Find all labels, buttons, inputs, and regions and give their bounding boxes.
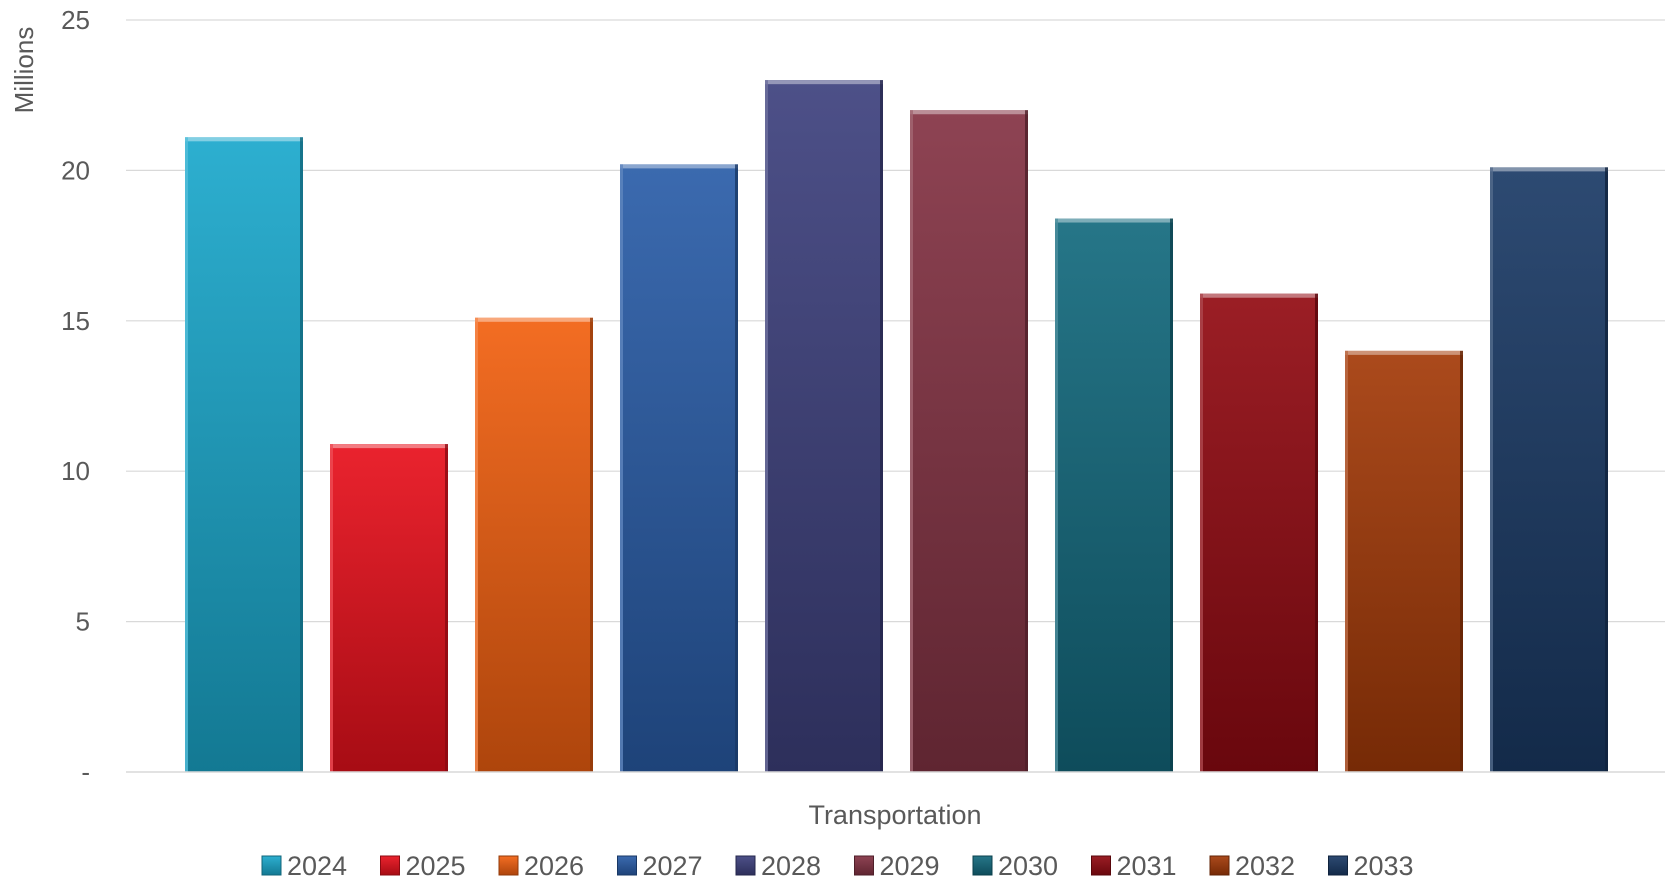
- legend-swatch: [1209, 855, 1230, 876]
- bar-bevel-top: [765, 80, 883, 85]
- x-axis-label: Transportation: [808, 800, 981, 830]
- legend-swatch: [498, 855, 519, 876]
- legend-item-2027: 2027: [617, 851, 703, 881]
- y-tick-label: 15: [61, 306, 90, 336]
- bar-bevel-left: [330, 444, 333, 772]
- bar-2024: [185, 137, 303, 772]
- bar-bevel-right: [1170, 218, 1173, 772]
- bar-bevel-left: [620, 164, 623, 772]
- legend-item-2026: 2026: [498, 851, 584, 881]
- y-axis-ticks: - 5 10 15 20 25: [61, 5, 90, 787]
- bar-2033: [1490, 167, 1608, 773]
- legend-swatch: [261, 855, 282, 876]
- bar-bevel-left: [185, 137, 188, 772]
- bar-bevel-top: [185, 137, 303, 142]
- y-tick-label: 10: [61, 456, 90, 486]
- bar-2025: [330, 444, 448, 772]
- y-tick-label: 5: [76, 607, 90, 637]
- bar-2030: [1055, 218, 1173, 772]
- legend: 2024 2025 2026 2027 2028 2029 2030 2031 2032 2033: [261, 851, 1414, 881]
- legend-swatch: [972, 855, 993, 876]
- bar-bevel-left: [1490, 167, 1493, 773]
- bar-bevel-left: [765, 80, 768, 772]
- bar-bevel-top: [1200, 293, 1318, 298]
- legend-label: 2028: [761, 851, 821, 881]
- bar-bevel-top: [1055, 218, 1173, 223]
- legend-label: 2025: [406, 851, 466, 881]
- bar-bevel-right: [880, 80, 883, 772]
- bar-bevel-top: [910, 110, 1028, 115]
- y-tick-label: 25: [61, 5, 90, 35]
- y-tick-label: 20: [61, 155, 90, 185]
- y-axis-label: Millions: [9, 27, 39, 114]
- legend-swatch: [1091, 855, 1111, 876]
- bar-bevel-right: [1025, 110, 1028, 773]
- legend-swatch: [1328, 855, 1348, 876]
- legend-label: 2030: [998, 851, 1058, 881]
- legend-label: 2024: [287, 851, 347, 881]
- bar-bevel-right: [1460, 350, 1463, 772]
- legend-item-2029: 2029: [854, 851, 940, 881]
- bar-bevel-right: [1605, 167, 1608, 773]
- legend-swatch: [854, 855, 874, 876]
- bar-bevel-top: [1345, 350, 1463, 355]
- bar-bevel-top: [620, 164, 738, 169]
- legend-item-2032: 2032: [1209, 851, 1295, 881]
- legend-label: 2026: [524, 851, 584, 881]
- bar-2028: [765, 80, 883, 772]
- bar-bevel-right: [590, 317, 593, 772]
- legend-swatch: [380, 855, 400, 876]
- bar-bevel-top: [475, 317, 593, 322]
- bar-bevel-right: [735, 164, 738, 772]
- bars: [185, 80, 1608, 773]
- legend-item-2030: 2030: [972, 851, 1058, 881]
- legend-item-2025: 2025: [380, 851, 466, 881]
- bar-bevel-left: [1055, 218, 1058, 772]
- y-tick-label: -: [81, 757, 90, 787]
- bar-2027: [620, 164, 738, 772]
- bar-2026: [475, 317, 593, 772]
- legend-label: 2032: [1235, 851, 1295, 881]
- bar-2031: [1200, 293, 1318, 772]
- bar-2029: [910, 110, 1028, 773]
- legend-item-2031: 2031: [1091, 851, 1177, 881]
- bar-2032: [1345, 350, 1463, 772]
- bar-bevel-top: [1490, 167, 1608, 172]
- bar-bevel-right: [445, 444, 448, 772]
- legend-label: 2031: [1117, 851, 1177, 881]
- bar-bevel-left: [910, 110, 913, 773]
- legend-label: 2033: [1354, 851, 1414, 881]
- bar-bevel-top: [330, 444, 448, 449]
- legend-label: 2029: [880, 851, 940, 881]
- legend-label: 2027: [643, 851, 703, 881]
- legend-swatch: [735, 855, 756, 876]
- bar-bevel-right: [1315, 293, 1318, 772]
- legend-item-2033: 2033: [1328, 851, 1414, 881]
- legend-item-2024: 2024: [261, 851, 347, 881]
- bar-bevel-left: [475, 317, 478, 772]
- bar-bevel-right: [300, 137, 303, 772]
- bar-bevel-left: [1200, 293, 1203, 772]
- bar-bevel-left: [1345, 350, 1348, 772]
- legend-swatch: [617, 855, 637, 876]
- legend-item-2028: 2028: [735, 851, 821, 881]
